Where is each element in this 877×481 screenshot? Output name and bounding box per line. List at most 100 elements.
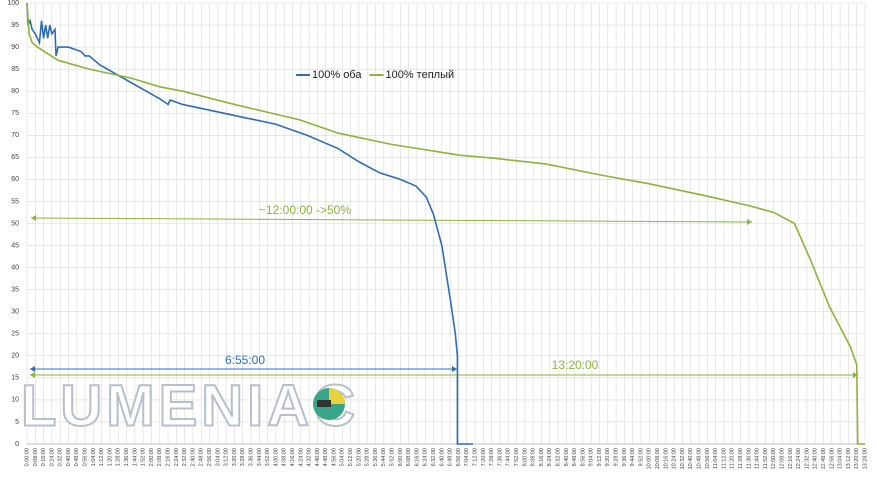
legend-label: 100% теплый xyxy=(385,69,454,81)
y-tick-label: 10 xyxy=(11,397,19,404)
x-tick-label: 0:16:00 xyxy=(41,448,47,466)
x-tick-label: 8:56:00 xyxy=(580,448,586,466)
x-tick-label: 6:56:00 xyxy=(456,448,462,466)
x-tick-label: 10:48:00 xyxy=(697,448,703,469)
x-tick-label: 0:32:00 xyxy=(58,448,64,466)
x-tick-label: 2:08:00 xyxy=(157,448,163,466)
x-tick-label: 7:44:00 xyxy=(506,448,512,466)
x-tick-label: 12:24:00 xyxy=(796,448,802,469)
x-tick-label: 12:56:00 xyxy=(829,448,835,469)
x-tick-label: 13:20:00 xyxy=(854,448,860,469)
x-tick-label: 4:48:00 xyxy=(323,448,329,466)
x-tick-label: 12:16:00 xyxy=(788,448,794,469)
x-tick-label: 7:28:00 xyxy=(489,448,495,466)
x-tick-label: 1:12:00 xyxy=(99,448,105,466)
y-tick-label: 55 xyxy=(11,198,19,205)
x-tick-label: 5:04:00 xyxy=(340,448,346,466)
y-tick-label: 35 xyxy=(11,286,19,293)
x-tick-label: 4:32:00 xyxy=(307,448,313,466)
x-tick-label: 11:36:00 xyxy=(746,448,752,469)
series-line xyxy=(26,2,865,445)
x-tick-label: 5:36:00 xyxy=(373,448,379,466)
series-line xyxy=(26,2,473,445)
x-tick-label: 7:04:00 xyxy=(464,448,470,466)
y-tick-label: 30 xyxy=(11,309,19,316)
x-tick-label: 7:12:00 xyxy=(472,448,478,466)
x-tick-label: 0:40:00 xyxy=(66,448,72,466)
x-tick-label: 2:48:00 xyxy=(199,448,205,466)
x-tick-label: 12:32:00 xyxy=(804,448,810,469)
x-tick-label: 1:52:00 xyxy=(141,448,147,466)
x-tick-label: 3:44:00 xyxy=(257,448,263,466)
annotation: ~12:00:00 ->50% xyxy=(259,203,351,217)
x-tick-label: 11:04:00 xyxy=(713,448,719,469)
arrows xyxy=(30,215,858,378)
y-tick-label: 5 xyxy=(15,419,19,426)
x-tick-label: 9:12:00 xyxy=(597,448,603,466)
annotation: 6:55:00 xyxy=(225,353,265,367)
x-tick-label: 0:00:00 xyxy=(24,448,30,466)
x-tick-label: 12:48:00 xyxy=(821,448,827,469)
x-tick-label: 0:48:00 xyxy=(74,448,80,466)
y-tick-label: 75 xyxy=(11,110,19,117)
y-tick-label: 50 xyxy=(11,220,19,227)
y-tick-label: 70 xyxy=(11,132,19,139)
x-tick-label: 6:00:00 xyxy=(398,448,404,466)
x-tick-label: 3:36:00 xyxy=(248,448,254,466)
x-tick-label: 0:08:00 xyxy=(33,448,39,466)
x-tick-label: 7:36:00 xyxy=(497,448,503,466)
x-tick-label: 4:40:00 xyxy=(315,448,321,466)
watermark-logo xyxy=(313,388,345,420)
x-tick-label: 8:40:00 xyxy=(564,448,570,466)
x-tick-label: 2:00:00 xyxy=(149,448,155,466)
x-tick-label: 2:32:00 xyxy=(182,448,188,466)
x-tick-label: 6:24:00 xyxy=(423,448,429,466)
x-tick-label: 1:36:00 xyxy=(124,448,130,466)
x-tick-label: 8:32:00 xyxy=(555,448,561,466)
y-tick-label: 80 xyxy=(11,88,19,95)
x-tick-label: 3:52:00 xyxy=(265,448,271,466)
annotation: 13:20:00 xyxy=(552,358,599,372)
x-tick-label: 4:24:00 xyxy=(298,448,304,466)
x-tick-label: 10:24:00 xyxy=(672,448,678,469)
y-tick-label: 85 xyxy=(11,66,19,73)
x-tick-label: 7:20:00 xyxy=(481,448,487,466)
x-tick-label: 1:44:00 xyxy=(132,448,138,466)
x-tick-label: 4:56:00 xyxy=(331,448,337,466)
x-tick-label: 9:28:00 xyxy=(614,448,620,466)
x-tick-label: 10:40:00 xyxy=(688,448,694,469)
x-tick-label: 10:16:00 xyxy=(663,448,669,469)
x-tick-label: 11:44:00 xyxy=(755,448,761,469)
x-tick-label: 0:56:00 xyxy=(83,448,89,466)
x-tick-label: 13:28:00 xyxy=(862,448,868,469)
x-tick-label: 6:48:00 xyxy=(448,448,454,466)
x-tick-label: 10:56:00 xyxy=(705,448,711,469)
x-tick-label: 10:00:00 xyxy=(647,448,653,469)
y-tick-label: 45 xyxy=(11,242,19,249)
x-tick-label: 4:16:00 xyxy=(290,448,296,466)
x-tick-label: 5:20:00 xyxy=(356,448,362,466)
y-tick-label: 60 xyxy=(11,176,19,183)
x-tick-label: 6:08:00 xyxy=(406,448,412,466)
x-tick-label: 8:48:00 xyxy=(572,448,578,466)
x-tick-label: 11:12:00 xyxy=(721,448,727,469)
x-tick-label: 4:08:00 xyxy=(282,448,288,466)
x-tick-label: 13:12:00 xyxy=(846,448,852,469)
legend-label: 100% оба xyxy=(312,69,362,81)
x-tick-label: 3:04:00 xyxy=(215,448,221,466)
x-tick-label: 3:20:00 xyxy=(232,448,238,466)
x-tick-label: 11:20:00 xyxy=(730,448,736,469)
x-tick-label: 5:44:00 xyxy=(381,448,387,466)
x-tick-label: 8:24:00 xyxy=(547,448,553,466)
x-tick-label: 9:04:00 xyxy=(589,448,595,466)
x-tick-label: 11:28:00 xyxy=(738,448,744,469)
x-tick-label: 5:28:00 xyxy=(365,448,371,466)
y-tick-label: 20 xyxy=(11,353,19,360)
x-tick-label: 9:44:00 xyxy=(630,448,636,466)
x-tick-label: 12:40:00 xyxy=(813,448,819,469)
y-tick-label: 40 xyxy=(11,264,19,271)
x-tick-label: 6:16:00 xyxy=(414,448,420,466)
x-tick-label: 6:40:00 xyxy=(439,448,445,466)
y-tick-label: 65 xyxy=(11,154,19,161)
